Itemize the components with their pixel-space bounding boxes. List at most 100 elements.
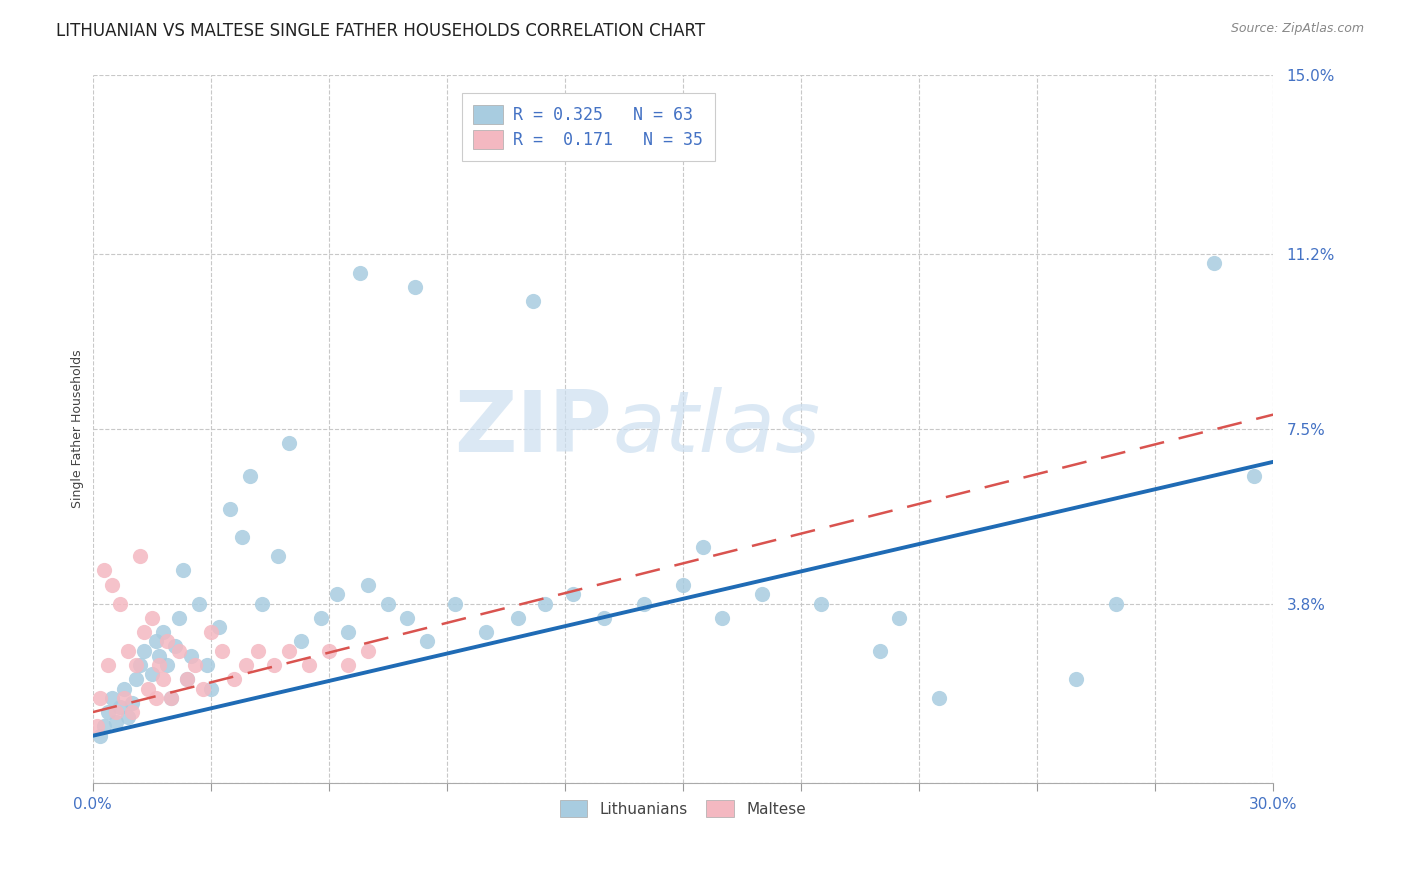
Point bbox=[349, 266, 371, 280]
Point bbox=[337, 657, 360, 672]
Point bbox=[1066, 672, 1088, 686]
Point bbox=[112, 691, 135, 706]
Point bbox=[152, 672, 174, 686]
Point bbox=[263, 657, 285, 672]
Point bbox=[132, 624, 155, 639]
Point bbox=[1105, 597, 1128, 611]
Point bbox=[93, 719, 115, 733]
Point bbox=[309, 611, 332, 625]
Point bbox=[396, 611, 419, 625]
Point bbox=[266, 549, 288, 564]
Point bbox=[239, 469, 262, 483]
Point bbox=[156, 657, 179, 672]
Point bbox=[152, 624, 174, 639]
Point bbox=[180, 648, 202, 663]
Point bbox=[132, 644, 155, 658]
Point bbox=[145, 691, 167, 706]
Point bbox=[672, 577, 695, 591]
Text: ZIP: ZIP bbox=[454, 387, 612, 470]
Point bbox=[416, 634, 439, 648]
Point bbox=[810, 597, 832, 611]
Text: LITHUANIAN VS MALTESE SINGLE FATHER HOUSEHOLDS CORRELATION CHART: LITHUANIAN VS MALTESE SINGLE FATHER HOUS… bbox=[56, 22, 706, 40]
Point bbox=[108, 700, 131, 714]
Point bbox=[141, 611, 163, 625]
Point bbox=[506, 611, 529, 625]
Point bbox=[112, 681, 135, 696]
Point bbox=[200, 681, 222, 696]
Point bbox=[160, 691, 183, 706]
Point bbox=[191, 681, 214, 696]
Point bbox=[593, 611, 616, 625]
Point bbox=[318, 644, 340, 658]
Point bbox=[357, 577, 380, 591]
Point bbox=[404, 280, 426, 294]
Point bbox=[165, 639, 187, 653]
Point bbox=[246, 644, 269, 658]
Point bbox=[207, 620, 229, 634]
Point bbox=[148, 648, 170, 663]
Point bbox=[93, 564, 115, 578]
Point bbox=[167, 644, 190, 658]
Point bbox=[443, 597, 465, 611]
Point bbox=[141, 667, 163, 681]
Point bbox=[105, 705, 128, 719]
Point bbox=[522, 294, 544, 309]
Legend: Lithuanians, Maltese: Lithuanians, Maltese bbox=[553, 792, 814, 825]
Point bbox=[156, 634, 179, 648]
Point bbox=[148, 657, 170, 672]
Point bbox=[290, 634, 312, 648]
Point bbox=[561, 587, 583, 601]
Point bbox=[278, 644, 301, 658]
Point bbox=[235, 657, 257, 672]
Point bbox=[184, 657, 207, 672]
Point bbox=[200, 624, 222, 639]
Point bbox=[128, 657, 150, 672]
Point bbox=[337, 624, 360, 639]
Point bbox=[357, 644, 380, 658]
Point bbox=[231, 530, 253, 544]
Point bbox=[751, 587, 773, 601]
Point bbox=[475, 624, 498, 639]
Point bbox=[121, 705, 143, 719]
Point bbox=[250, 597, 273, 611]
Point bbox=[101, 577, 124, 591]
Y-axis label: Single Father Households: Single Father Households bbox=[72, 350, 84, 508]
Point bbox=[298, 657, 321, 672]
Text: Source: ZipAtlas.com: Source: ZipAtlas.com bbox=[1230, 22, 1364, 36]
Point bbox=[125, 672, 148, 686]
Point bbox=[195, 657, 218, 672]
Point bbox=[187, 597, 209, 611]
Point bbox=[108, 597, 131, 611]
Text: atlas: atlas bbox=[612, 387, 820, 470]
Point bbox=[172, 564, 194, 578]
Point bbox=[325, 587, 347, 601]
Point bbox=[176, 672, 198, 686]
Point bbox=[869, 644, 891, 658]
Point bbox=[534, 597, 557, 611]
Point bbox=[1243, 469, 1265, 483]
Point bbox=[928, 691, 950, 706]
Point bbox=[167, 611, 190, 625]
Point bbox=[117, 644, 139, 658]
Point bbox=[145, 634, 167, 648]
Point bbox=[211, 644, 233, 658]
Point bbox=[224, 672, 246, 686]
Point bbox=[278, 436, 301, 450]
Point bbox=[121, 696, 143, 710]
Point bbox=[219, 502, 242, 516]
Point bbox=[105, 714, 128, 729]
Point bbox=[889, 611, 911, 625]
Point bbox=[97, 657, 120, 672]
Point bbox=[136, 681, 159, 696]
Point bbox=[89, 691, 111, 706]
Point bbox=[89, 729, 111, 743]
Point bbox=[711, 611, 734, 625]
Point bbox=[97, 705, 120, 719]
Point bbox=[125, 657, 148, 672]
Point bbox=[117, 710, 139, 724]
Point bbox=[692, 540, 714, 554]
Point bbox=[86, 719, 108, 733]
Point bbox=[633, 597, 655, 611]
Point bbox=[1204, 256, 1226, 270]
Point bbox=[128, 549, 150, 564]
